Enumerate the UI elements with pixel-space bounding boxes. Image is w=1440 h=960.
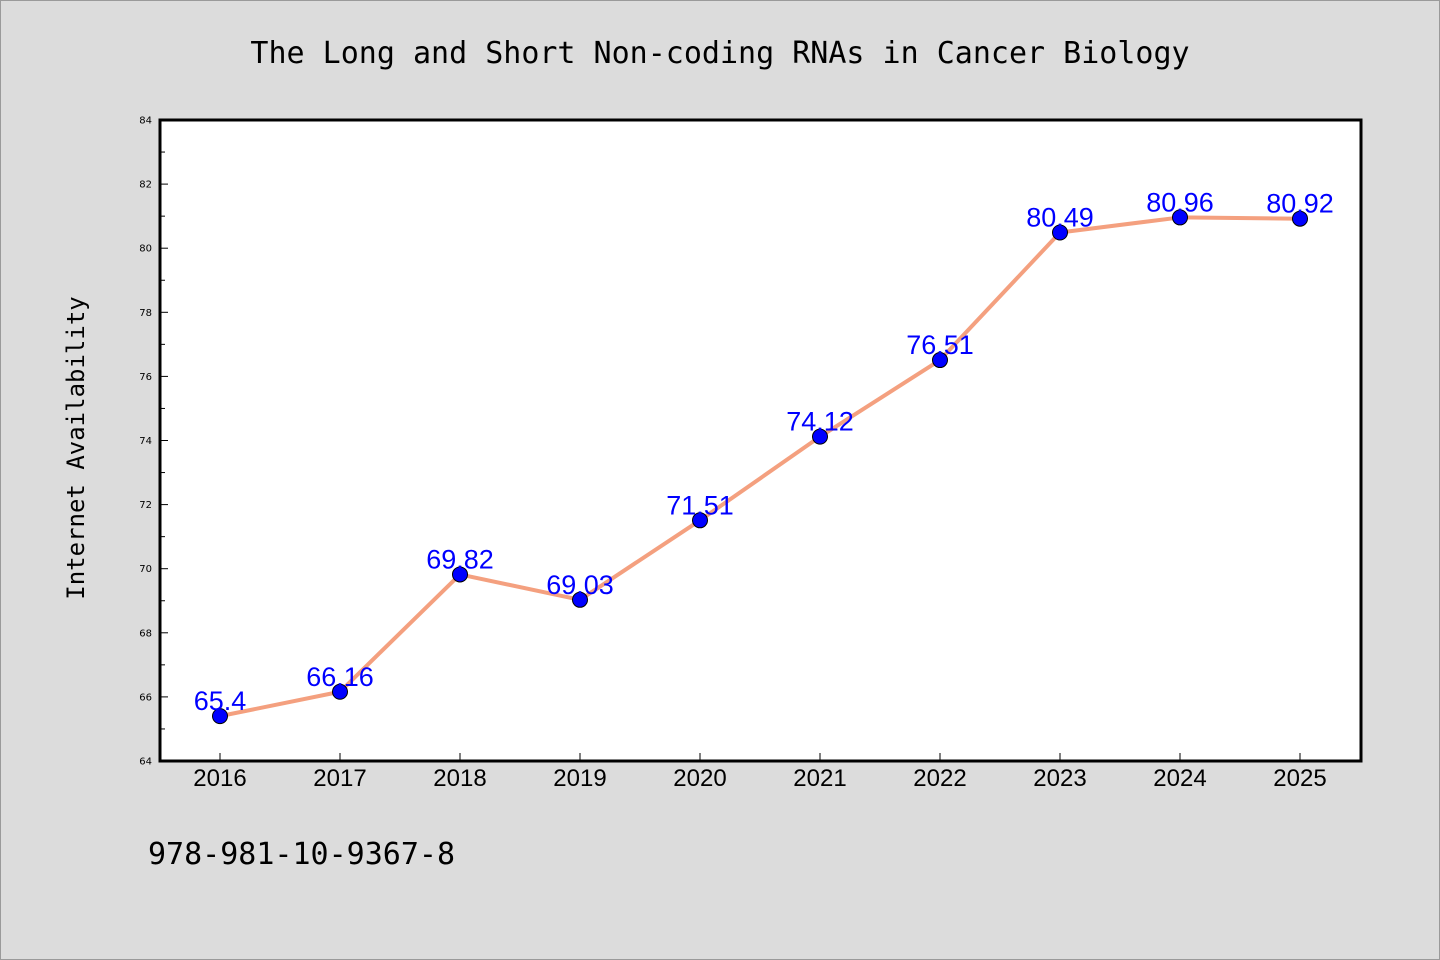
y-tick-label: 80 <box>139 244 152 255</box>
data-label: 69.82 <box>426 544 494 574</box>
x-axis: 2016 2017 2018 2019 2020 2021 2022 2023 2024 2025 <box>193 753 1327 792</box>
y-tick-label: 82 <box>139 180 152 191</box>
x-tick-label: 2019 <box>553 765 606 792</box>
data-point <box>692 512 708 529</box>
y-tick-label: 76 <box>139 372 152 383</box>
data-point <box>332 683 348 700</box>
y-tick-label: 74 <box>139 436 152 447</box>
x-tick-label: 2023 <box>1033 765 1086 792</box>
x-tick-label: 2017 <box>313 765 366 792</box>
series-layer: 65.4 66.16 69.82 69.03 71.51 74.12 76.51 80.49 8… <box>194 187 1334 725</box>
data-label: 80.49 <box>1026 202 1094 232</box>
x-tick-label: 2020 <box>673 765 726 792</box>
data-label: 76.51 <box>906 330 974 360</box>
data-label: 74.12 <box>786 407 854 437</box>
y-tick-label: 72 <box>139 500 152 511</box>
data-point <box>1172 209 1188 226</box>
data-label: 80.92 <box>1266 189 1334 219</box>
data-point <box>212 708 228 725</box>
y-tick-label: 84 <box>139 116 152 127</box>
isbn-footer: 978-981-10-9367-8 <box>148 837 455 872</box>
x-tick-label: 2024 <box>1153 765 1206 792</box>
y-tick-label: 64 <box>139 757 152 768</box>
data-point <box>1052 224 1068 241</box>
data-point <box>1292 210 1308 227</box>
y-axis-label: Internet Availability <box>62 296 90 599</box>
y-tick-label: 66 <box>139 692 152 703</box>
y-tick-label: 78 <box>139 308 152 319</box>
data-label: 65.4 <box>194 686 247 716</box>
chart-title: The Long and Short Non-coding RNAs in Ca… <box>250 36 1189 71</box>
data-point <box>572 591 588 608</box>
x-tick-label: 2021 <box>793 765 846 792</box>
data-label: 69.03 <box>546 570 614 600</box>
data-label: 66.16 <box>306 662 374 692</box>
x-tick-label: 2025 <box>1273 765 1326 792</box>
data-label: 71.51 <box>666 490 734 520</box>
data-point <box>932 352 948 369</box>
y-axis: 64 66 68 70 72 74 76 78 80 82 84 <box>139 116 168 768</box>
data-point <box>812 428 828 445</box>
series-line <box>218 215 1302 719</box>
y-tick-label: 70 <box>139 564 152 575</box>
x-tick-label: 2016 <box>193 765 246 792</box>
x-tick-label: 2018 <box>433 765 486 792</box>
data-label: 80.96 <box>1146 187 1214 217</box>
y-tick-label: 68 <box>139 628 152 639</box>
data-point <box>452 566 468 583</box>
x-tick-label: 2022 <box>913 765 966 792</box>
plot-area <box>158 118 1363 763</box>
